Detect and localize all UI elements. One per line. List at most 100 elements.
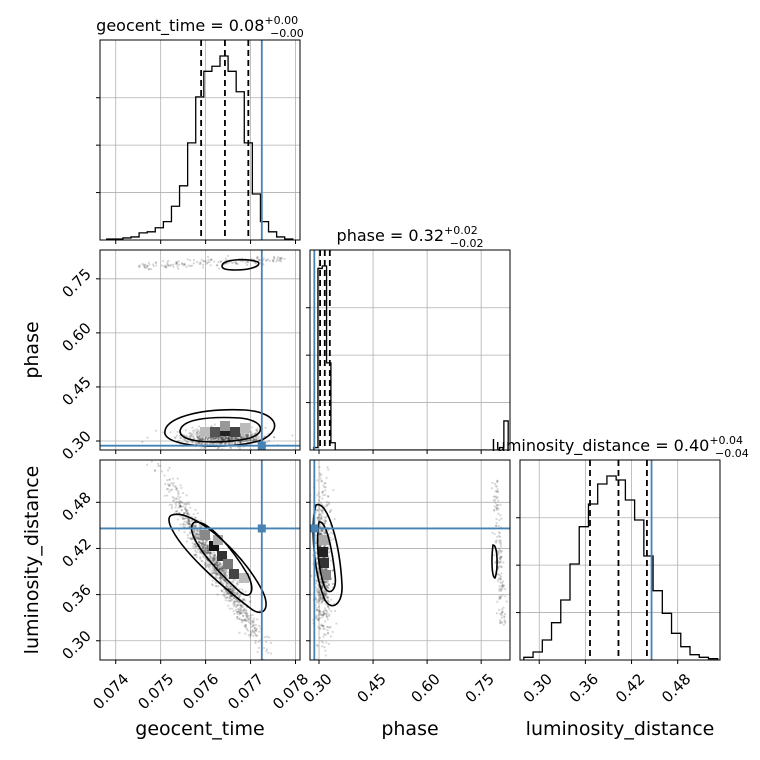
- sample-point: [327, 642, 331, 645]
- sample-point: [273, 256, 276, 259]
- sample-point: [214, 575, 217, 578]
- sample-point: [256, 634, 259, 637]
- sample-point: [203, 543, 206, 546]
- sample-point: [224, 437, 228, 440]
- sample-point: [321, 490, 324, 493]
- sample-point: [166, 494, 169, 497]
- sample-point: [244, 434, 247, 437]
- sample-point: [188, 532, 191, 535]
- sample-point: [202, 540, 205, 543]
- sample-point: [186, 522, 190, 526]
- sample-point: [219, 436, 222, 439]
- sample-point: [238, 606, 242, 610]
- sample-point: [220, 438, 223, 441]
- sample-point: [224, 442, 227, 445]
- sample-point: [213, 423, 216, 426]
- sample-point: [498, 608, 501, 611]
- sample-point: [248, 435, 251, 438]
- sample-point: [250, 439, 253, 442]
- sample-point: [188, 522, 191, 525]
- y-axis-label-phase: phase: [21, 321, 43, 378]
- sample-point: [335, 622, 338, 625]
- sample-point: [228, 607, 231, 610]
- sample-point: [219, 442, 222, 445]
- sample-point: [320, 597, 323, 600]
- sample-point: [226, 582, 229, 585]
- sample-point: [252, 624, 256, 627]
- sample-point: [325, 585, 329, 588]
- sample-point: [228, 597, 231, 600]
- scatter-phase-distance: [310, 466, 508, 660]
- sample-point: [208, 443, 211, 446]
- sample-point: [318, 592, 321, 595]
- sample-point: [320, 584, 324, 588]
- sample-point: [202, 540, 205, 544]
- sample-point: [500, 582, 503, 585]
- density-bin: [213, 535, 223, 545]
- sample-point: [187, 517, 190, 520]
- sample-point: [217, 446, 220, 450]
- sample-point: [244, 599, 247, 602]
- sample-point: [327, 583, 330, 587]
- title-minus: −0.00: [270, 27, 304, 40]
- sample-point: [239, 434, 242, 437]
- sample-point: [500, 517, 503, 520]
- sample-point: [168, 503, 171, 506]
- sample-point: [228, 588, 231, 591]
- sample-point: [236, 441, 239, 444]
- sample-point: [197, 441, 200, 444]
- sample-point: [265, 648, 269, 651]
- sample-point: [164, 482, 167, 486]
- sample-point: [223, 437, 226, 441]
- sample-point: [144, 266, 147, 270]
- sample-point: [257, 437, 260, 440]
- sample-point: [223, 593, 226, 597]
- sample-point: [497, 565, 500, 569]
- sample-point: [254, 633, 257, 636]
- sample-point: [319, 594, 322, 597]
- sample-point: [183, 517, 186, 520]
- sample-point: [231, 441, 234, 445]
- sample-point: [234, 605, 237, 609]
- sample-point: [217, 561, 220, 564]
- sample-point: [224, 596, 227, 600]
- sample-point: [262, 257, 265, 260]
- sample-point: [232, 579, 235, 582]
- sample-point: [324, 607, 327, 610]
- sample-point: [324, 593, 328, 596]
- sample-point: [326, 632, 329, 635]
- sample-point: [230, 588, 233, 591]
- sample-point: [167, 264, 171, 268]
- sample-point: [243, 618, 246, 621]
- sample-point: [500, 575, 503, 578]
- sample-point: [227, 437, 230, 440]
- sample-point: [329, 510, 332, 513]
- sample-point: [325, 641, 328, 644]
- sample-point: [202, 542, 205, 545]
- sample-point: [318, 519, 321, 522]
- sample-point: [255, 429, 259, 432]
- sample-point: [232, 597, 235, 600]
- sample-point: [225, 581, 229, 584]
- sample-point: [243, 436, 246, 439]
- sample-point: [186, 509, 189, 512]
- sample-point: [493, 554, 496, 557]
- sample-point: [190, 519, 194, 522]
- sample-point: [187, 264, 190, 267]
- sample-point: [499, 595, 502, 598]
- sample-point: [499, 619, 502, 622]
- sample-point: [319, 595, 322, 599]
- sample-point: [252, 438, 255, 442]
- sample-point: [212, 571, 215, 575]
- sample-point: [160, 264, 163, 267]
- sample-point: [325, 581, 329, 584]
- truth-marker: [310, 524, 319, 533]
- sample-point: [316, 516, 319, 519]
- sample-point: [324, 493, 327, 497]
- sample-point: [240, 435, 243, 438]
- sample-point: [215, 572, 218, 575]
- sample-point: [166, 261, 169, 264]
- sample-point: [325, 591, 328, 595]
- sample-point: [497, 499, 500, 502]
- sample-point: [216, 438, 220, 441]
